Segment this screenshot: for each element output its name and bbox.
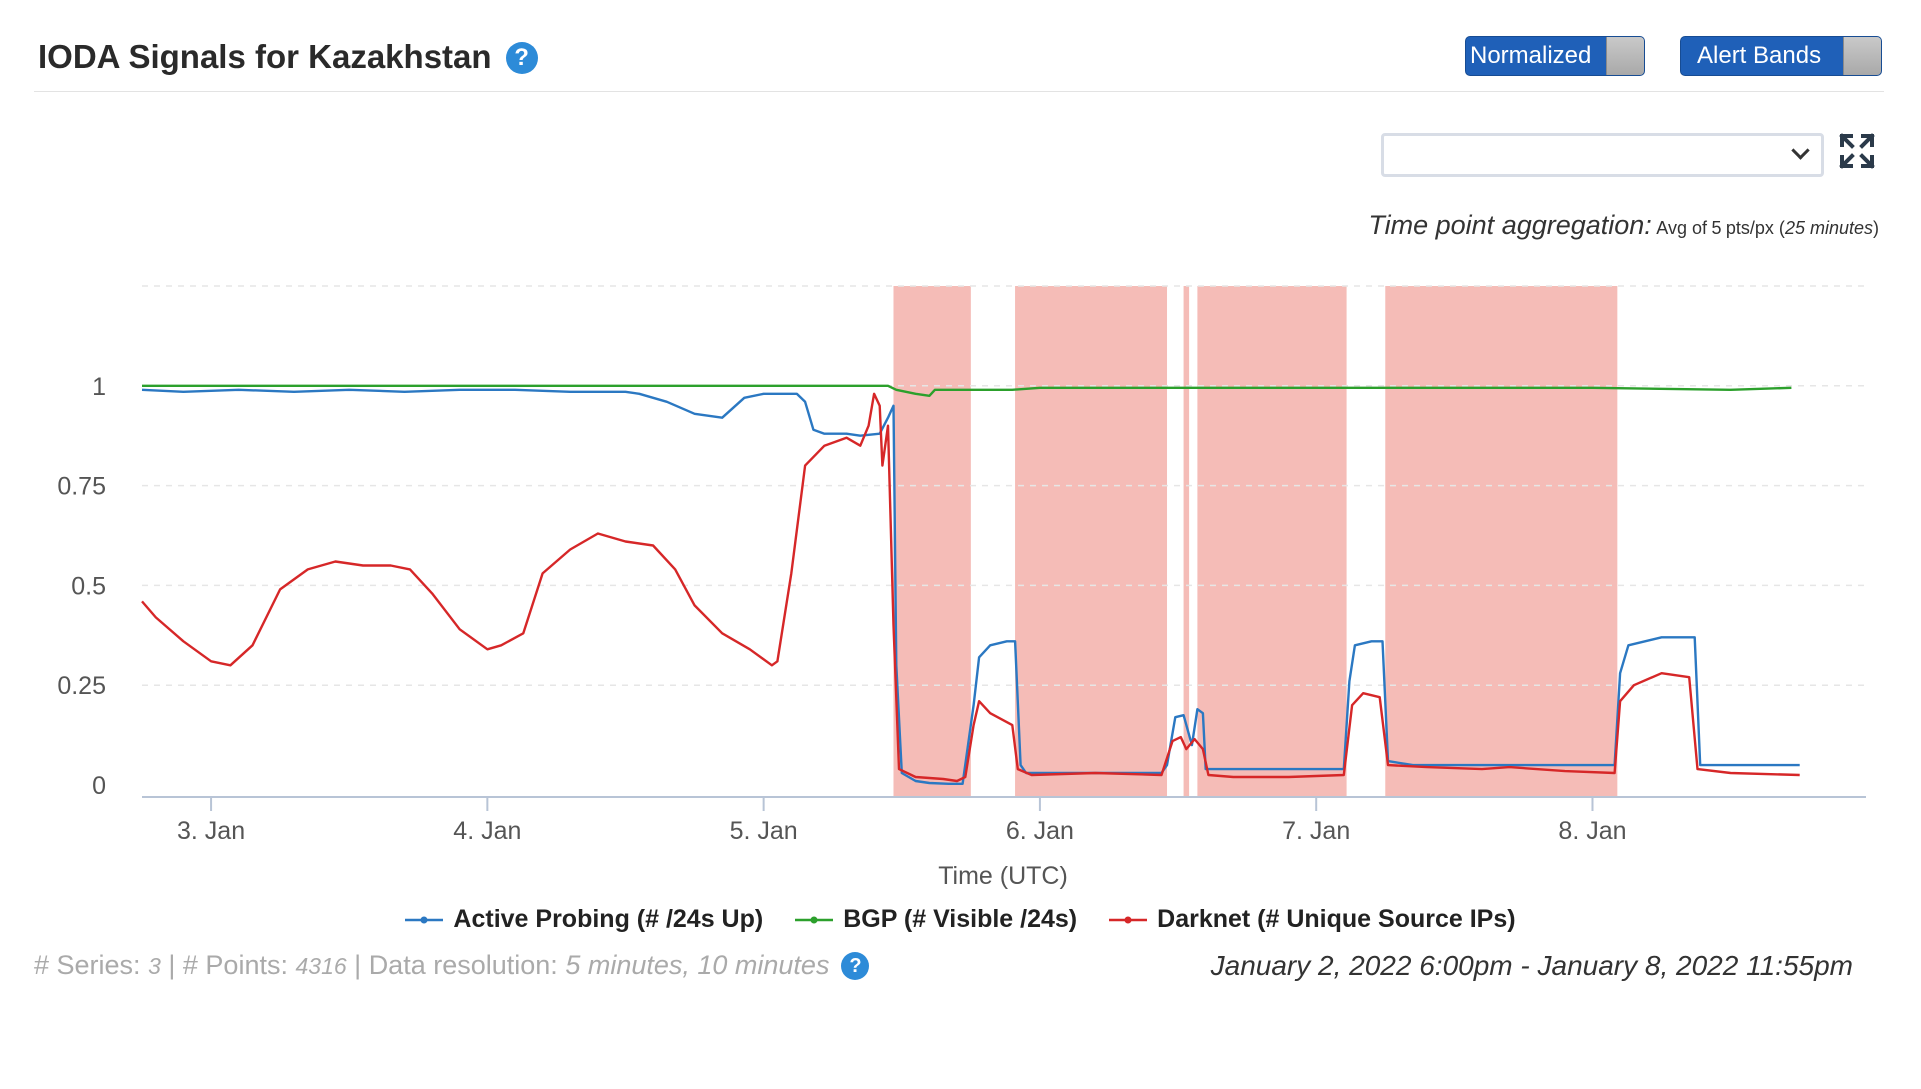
- legend-item-1[interactable]: Active Probing (# /24s Up): [405, 905, 763, 934]
- resolution-label: Data resolution:: [368, 950, 558, 980]
- y-axis-ticks: 0 0.25 0.5 0.75 1: [57, 373, 106, 800]
- y-tick-label: 0.25: [57, 672, 106, 700]
- series-line-1[interactable]: [141, 388, 1800, 785]
- aggregation-label: Time point aggregation:: [1368, 210, 1652, 240]
- legend-swatch: [405, 916, 444, 924]
- toggle-knob: [1606, 37, 1644, 75]
- toggle-knob: [1843, 37, 1881, 75]
- x-tick-label: 5. Jan: [730, 817, 798, 845]
- expand-icon[interactable]: [1838, 132, 1876, 170]
- legend-label: BGP (# Visible /24s): [843, 905, 1078, 933]
- help-icon[interactable]: ?: [505, 42, 538, 74]
- alert-bands-toggle-label: Alert Bands: [1697, 42, 1822, 69]
- aggregation-window: 25 minutes: [1784, 218, 1873, 238]
- y-tick-label: 0: [92, 772, 106, 800]
- x-tick-label: 7. Jan: [1282, 817, 1350, 845]
- alert-band: [1385, 286, 1618, 797]
- alert-bands-toggle[interactable]: Alert Bands: [1680, 36, 1882, 76]
- aggregation-info: Time point aggregation: Avg of 5 pts/px …: [1368, 210, 1879, 241]
- normalized-toggle[interactable]: Normalized: [1465, 36, 1645, 76]
- y-tick-label: 0.5: [71, 572, 106, 600]
- time-series-chart[interactable]: 0 0.25 0.5 0.75 1 3. Jan 4. Jan 5. Jan 6. Jan 7.…: [0, 0, 1921, 900]
- x-tick-label: 4. Jan: [453, 817, 521, 845]
- legend-item-2[interactable]: BGP (# Visible /24s): [795, 905, 1077, 934]
- legend-swatch: [795, 916, 834, 924]
- series-count-label: # Series:: [34, 950, 141, 980]
- alert-band: [1183, 286, 1190, 797]
- x-tick-label: 6. Jan: [1006, 817, 1074, 845]
- legend-label: Active Probing (# /24s Up): [453, 905, 764, 933]
- x-axis: 3. Jan 4. Jan 5. Jan 6. Jan 7. Jan 8. Jan: [142, 796, 1866, 845]
- chart-options-select[interactable]: [1381, 133, 1824, 177]
- alert-band: [893, 286, 971, 797]
- x-tick-label: 3. Jan: [177, 817, 245, 845]
- x-tick-label: 8. Jan: [1558, 817, 1626, 845]
- aggregation-prefix: Avg of: [1656, 218, 1707, 238]
- x-axis-label: Time (UTC): [938, 862, 1068, 890]
- legend-swatch: [1109, 916, 1148, 924]
- normalized-toggle-label: Normalized: [1470, 42, 1592, 69]
- series-line-2[interactable]: [142, 384, 1792, 397]
- page-title: IODA Signals for Kazakhstan?: [38, 38, 538, 76]
- series-lines: [141, 384, 1800, 785]
- series-count: 3: [148, 953, 161, 979]
- page-header: IODA Signals for Kazakhstan? Normalized …: [34, 20, 1884, 92]
- alert-bands: [893, 286, 1618, 797]
- page-title-text: IODA Signals for Kazakhstan: [38, 38, 492, 75]
- alert-band: [1015, 286, 1168, 797]
- y-tick-label: 0.75: [57, 473, 106, 501]
- alert-band: [1197, 286, 1347, 797]
- aggregation-points: 5: [1711, 218, 1722, 238]
- aggregation-suffix: ): [1873, 218, 1879, 238]
- series-line-3[interactable]: [141, 392, 1800, 783]
- y-tick-label: 1: [92, 373, 106, 401]
- help-icon[interactable]: ?: [841, 952, 870, 980]
- points-count: 4316: [295, 953, 347, 979]
- aggregation-unit: pts/px (: [1725, 218, 1785, 238]
- date-range: January 2, 2022 6:00pm - January 8, 2022…: [1210, 950, 1853, 981]
- legend-item-3[interactable]: Darknet (# Unique Source IPs): [1109, 905, 1516, 934]
- points-count-label: # Points:: [182, 950, 288, 980]
- chart-stats: # Series: 3 | # Points: 4316 | Data reso…: [34, 950, 870, 981]
- chart-legend: Active Probing (# /24s Up) BGP (# Visible…: [0, 905, 1921, 934]
- resolution-value: 5 minutes, 10 minutes: [565, 950, 830, 980]
- legend-label: Darknet (# Unique Source IPs): [1157, 905, 1516, 933]
